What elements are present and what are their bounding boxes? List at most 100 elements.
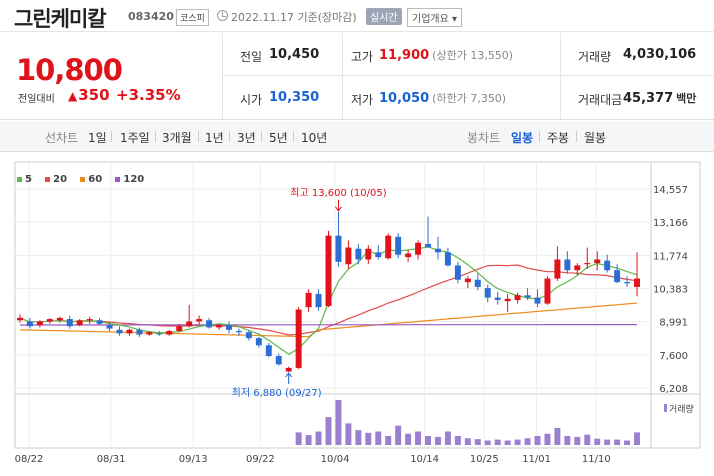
- high-arrow-head: [335, 206, 342, 212]
- volume-bar: [454, 436, 461, 445]
- info-amount: 거래대금 45,377 백만: [578, 91, 697, 107]
- candle-body: [375, 252, 382, 258]
- volume-bar: [335, 400, 342, 445]
- volume-legend-swatch: [664, 404, 667, 412]
- volume-bar: [365, 432, 372, 445]
- y-tick-label: 11,774: [653, 251, 688, 262]
- low-annotation: 최저 6,880 (09/27): [232, 387, 322, 399]
- candle-body: [305, 292, 312, 308]
- period-1d[interactable]: 1일: [88, 131, 107, 145]
- y-tick-label: 10,383: [653, 284, 688, 295]
- candle-body: [634, 278, 641, 287]
- volume-bar: [604, 439, 611, 445]
- line-chart-label: 선차트: [45, 131, 79, 145]
- price-panel: 10,800 전일대비 350 +3.35% 전일 10,450 고가 11,9…: [0, 33, 714, 120]
- candle-body: [216, 325, 223, 328]
- volume-bar: [534, 436, 541, 445]
- candle-body: [245, 332, 252, 339]
- x-tick-label: 09/22: [246, 454, 275, 465]
- volume-bar: [624, 440, 631, 445]
- volume-bar: [405, 433, 412, 445]
- x-tick-label: 10/04: [321, 454, 350, 465]
- realtime-button[interactable]: 실시간: [366, 8, 402, 25]
- date-text: 2022.11.17 기준(장마감): [231, 11, 357, 24]
- candle-body: [225, 325, 232, 330]
- period-1w[interactable]: 1주일: [120, 131, 150, 145]
- candle-body: [554, 259, 561, 279]
- volume-bar: [524, 438, 531, 445]
- legend-ma120: 120: [115, 174, 144, 185]
- candle-body: [574, 265, 581, 271]
- candle-body: [26, 321, 33, 327]
- candle-daily[interactable]: 일봉: [511, 131, 534, 145]
- volume-bar: [474, 439, 481, 445]
- company-overview-button[interactable]: 기업개요 ▾: [407, 8, 462, 27]
- candle-body: [614, 270, 621, 283]
- y-tick-label: 6,208: [659, 384, 688, 395]
- volume-bar: [375, 431, 382, 445]
- candle-body: [494, 297, 501, 301]
- candle-body: [395, 236, 402, 255]
- candle-body: [16, 317, 23, 321]
- info-volume: 거래량 4,030,106: [561, 33, 714, 76]
- y-tick-label: 7,600: [659, 351, 688, 362]
- candle-monthly[interactable]: 월봉: [584, 131, 607, 145]
- candle-body: [156, 333, 163, 335]
- stock-code: 083420: [128, 10, 174, 23]
- x-tick-label: 10/14: [410, 454, 439, 465]
- candle-chart-label: 봉차트: [467, 131, 501, 145]
- candle-body: [166, 330, 173, 335]
- candle-body: [176, 326, 183, 331]
- volume-bar: [514, 439, 521, 445]
- ma60-line: [19, 302, 638, 338]
- change-amount: 350: [68, 86, 109, 104]
- candle-body: [126, 329, 133, 334]
- candle-body: [484, 288, 491, 298]
- y-tick-label: 13,166: [653, 218, 688, 229]
- volume-bar: [564, 436, 571, 445]
- candle-body: [385, 235, 392, 259]
- candle-body: [325, 235, 332, 306]
- volume-bar: [484, 440, 491, 445]
- candle-body: [444, 252, 451, 266]
- period-5y[interactable]: 5년: [269, 131, 288, 145]
- volume-bar: [355, 430, 362, 445]
- candle-body: [255, 338, 262, 346]
- period-1y[interactable]: 1년: [205, 131, 224, 145]
- x-tick-label: 09/13: [179, 454, 208, 465]
- candlestick-chart[interactable]: 14,557 13,166 11,774 10,383 8,991 7,600 6,208 0…: [0, 152, 714, 476]
- candle-body: [116, 329, 123, 334]
- candle-body: [86, 319, 93, 321]
- candle-body: [56, 317, 63, 321]
- volume-bar: [305, 435, 312, 445]
- candle-body: [474, 279, 481, 287]
- volume-bar: [584, 434, 591, 445]
- candle-body: [584, 263, 591, 265]
- y-tick-label: 14,557: [653, 185, 688, 196]
- candle-body: [524, 295, 531, 298]
- market-badge: 코스피: [176, 9, 209, 26]
- candle-body: [624, 282, 631, 284]
- chart-frame: [14, 161, 701, 449]
- candle-body: [136, 329, 143, 335]
- x-tick-label: 10/25: [470, 454, 499, 465]
- price-info-grid: 전일 10,450 고가 11,900 (상한가 13,550) 거래량 4,03…: [222, 33, 714, 119]
- volume-bar: [504, 440, 511, 445]
- legend-ma5: 5: [17, 174, 32, 185]
- period-3y[interactable]: 3년: [237, 131, 256, 145]
- change-percent: +3.35%: [116, 86, 181, 104]
- stock-name: 그린케미칼: [14, 7, 107, 31]
- candle-body: [46, 319, 53, 322]
- x-tick-label: 11/10: [582, 454, 611, 465]
- stock-chart[interactable]: 5 20 60 120 14,557 13,166 11,774 10,383 8,99…: [0, 152, 714, 476]
- period-10y[interactable]: 10년: [301, 131, 328, 145]
- candle-weekly[interactable]: 주봉: [547, 131, 570, 145]
- candle-body: [66, 319, 73, 327]
- prev-label: 전일대비: [18, 94, 55, 105]
- candle-body: [594, 259, 601, 264]
- period-bar: 선차트 1일 1주일 3개월 1년 3년 5년 10년 봉차트 일봉 주봉 월봉: [0, 121, 714, 152]
- period-3m[interactable]: 3개월: [162, 131, 192, 145]
- candle-body: [315, 294, 322, 308]
- volume-bar: [295, 432, 302, 445]
- legend-ma60: 60: [80, 174, 102, 185]
